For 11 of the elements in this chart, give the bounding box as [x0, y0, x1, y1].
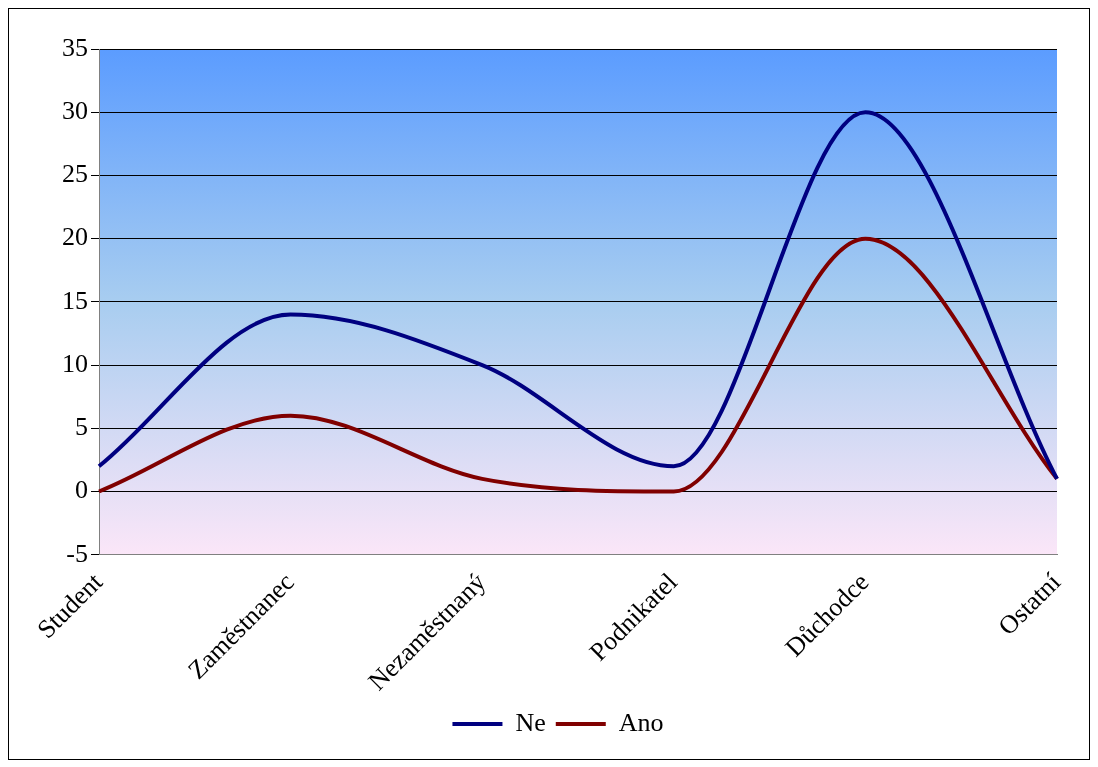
y-tick-label: 0	[75, 475, 88, 505]
y-tick-label: 15	[62, 285, 88, 315]
y-tick-label: 25	[62, 159, 88, 189]
y-tick-label: 20	[62, 222, 88, 252]
y-tick-label: 10	[62, 348, 88, 378]
y-tick-label: -5	[66, 538, 88, 568]
y-tick-label: 30	[62, 96, 88, 126]
legend-label: Ano	[618, 707, 664, 737]
y-tick-label: 35	[62, 32, 88, 62]
legend-label: Ne	[515, 707, 546, 737]
y-tick-label: 5	[75, 412, 88, 442]
